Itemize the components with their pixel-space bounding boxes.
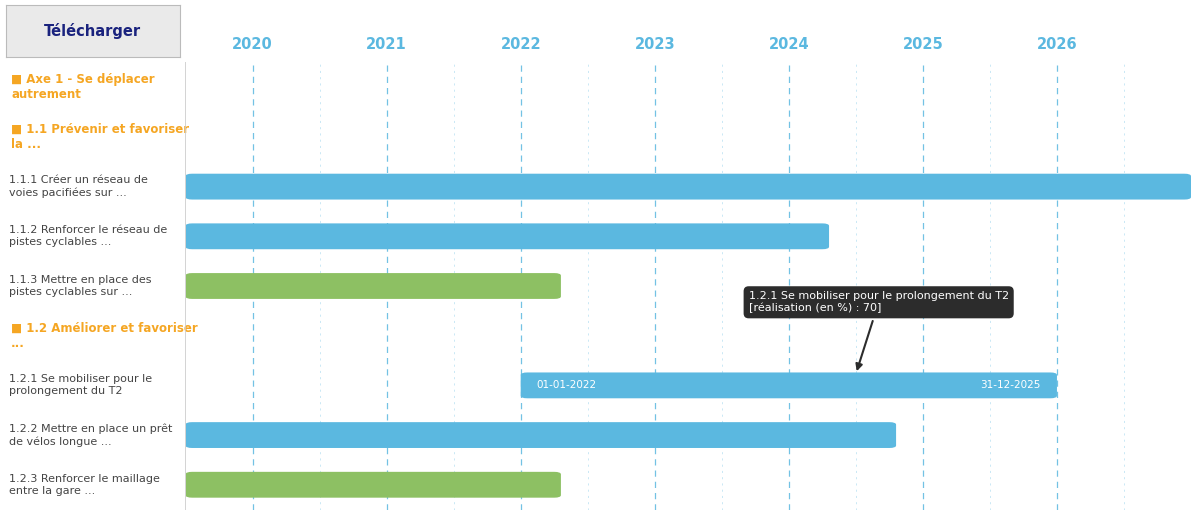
Text: ■ 1.2 Améliorer et favoriser
...: ■ 1.2 Améliorer et favoriser ...	[11, 321, 198, 350]
Text: ■ 1.1 Prévenir et favoriser
la ...: ■ 1.1 Prévenir et favoriser la ...	[11, 123, 189, 151]
Text: 1.1.1 Créer un réseau de
voies pacifiées sur ...: 1.1.1 Créer un réseau de voies pacifiées…	[10, 175, 148, 198]
Text: 01-01-2022: 01-01-2022	[536, 380, 597, 391]
Text: 1.2.2 Mettre en place un prêt
de vélos longue ...: 1.2.2 Mettre en place un prêt de vélos l…	[10, 423, 172, 447]
FancyBboxPatch shape	[186, 273, 561, 299]
Text: 1.1.3 Mettre en place des
pistes cyclables sur ...: 1.1.3 Mettre en place des pistes cyclabl…	[10, 275, 152, 297]
FancyBboxPatch shape	[186, 422, 897, 448]
Text: ■ Axe 1 - Se déplacer
autrement: ■ Axe 1 - Se déplacer autrement	[11, 73, 154, 101]
Text: Télécharger: Télécharger	[44, 23, 141, 39]
Text: 1.2.3 Renforcer le maillage
entre la gare ...: 1.2.3 Renforcer le maillage entre la gar…	[10, 474, 160, 496]
FancyBboxPatch shape	[186, 174, 1191, 200]
FancyBboxPatch shape	[186, 472, 561, 498]
Text: 31-12-2025: 31-12-2025	[980, 380, 1041, 391]
Text: 1.1.2 Renforcer le réseau de
pistes cyclables ...: 1.1.2 Renforcer le réseau de pistes cycl…	[10, 225, 168, 248]
Text: 1.2.1 Se mobiliser pour le
prolongement du T2: 1.2.1 Se mobiliser pour le prolongement …	[10, 374, 152, 396]
Text: 1.2.1 Se mobiliser pour le prolongement du T2
[réalisation (en %) : 70]: 1.2.1 Se mobiliser pour le prolongement …	[748, 291, 1009, 369]
FancyBboxPatch shape	[521, 372, 1057, 398]
FancyBboxPatch shape	[186, 224, 830, 249]
